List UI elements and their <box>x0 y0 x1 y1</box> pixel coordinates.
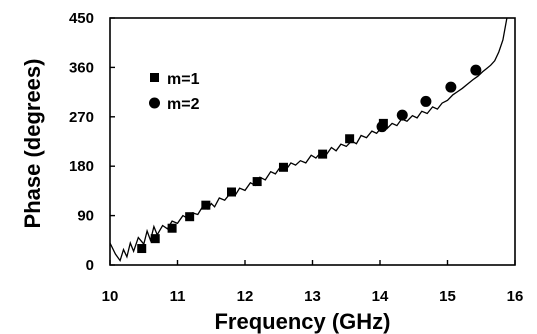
x-tick-label: 12 <box>237 288 254 305</box>
y-tick-label: 360 <box>69 59 94 76</box>
data-point-m1 <box>227 187 236 197</box>
y-tick-label: 270 <box>69 109 94 126</box>
plot-area <box>109 17 508 263</box>
measured-phase-line <box>109 17 508 263</box>
data-point-m2 <box>420 95 432 107</box>
y-tick-label: 90 <box>77 208 94 225</box>
data-point-m2 <box>445 81 457 93</box>
x-tick-label: 14 <box>372 288 389 305</box>
x-tick-label: 10 <box>102 288 119 305</box>
legend-circle-icon <box>149 97 160 109</box>
x-axis-title: Frequency (GHz) <box>214 309 390 334</box>
legend-label: m=2 <box>167 96 200 113</box>
data-point-m2 <box>470 64 482 76</box>
x-tick-label: 11 <box>170 288 186 305</box>
legend-square-icon <box>150 73 159 82</box>
data-point-m1 <box>201 200 211 210</box>
data-point-m1 <box>137 244 147 254</box>
data-point-m1 <box>278 162 288 172</box>
axes: 10 11 12 13 14 15 16 0 90 180 270 360 450 <box>69 10 523 305</box>
data-point-m1 <box>167 223 177 233</box>
x-tick-label: 15 <box>439 288 456 305</box>
data-point-m1 <box>345 134 355 144</box>
y-axis-title: Phase (degrees) <box>20 59 45 229</box>
y-tick-label: 0 <box>86 257 94 274</box>
legend: m=1m=2 <box>149 71 200 113</box>
x-tick-label: 13 <box>304 288 321 305</box>
data-point-m2 <box>396 109 408 121</box>
data-point-m1 <box>150 234 160 244</box>
x-tick-label: 16 <box>507 288 524 305</box>
legend-label: m=1 <box>167 71 200 88</box>
y-tick-label: 180 <box>69 158 94 175</box>
y-tick-label: 450 <box>69 10 94 27</box>
